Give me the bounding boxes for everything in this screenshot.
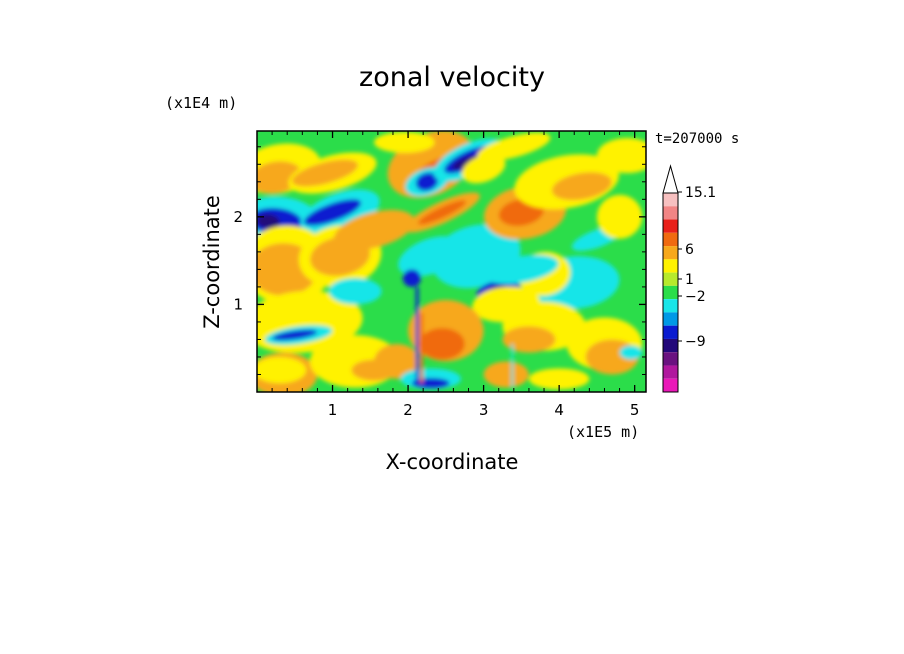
field-region bbox=[452, 155, 478, 170]
field-region bbox=[528, 368, 590, 390]
field-region bbox=[374, 343, 420, 379]
colorbar-swatch bbox=[663, 352, 678, 366]
field-bands bbox=[257, 131, 646, 392]
field-region bbox=[257, 214, 280, 229]
colorbar-swatch bbox=[663, 325, 678, 339]
colorbar-swatch bbox=[663, 272, 678, 286]
field-streak bbox=[415, 286, 419, 384]
field-region bbox=[484, 254, 559, 284]
field-region bbox=[292, 159, 358, 187]
field-region bbox=[257, 356, 307, 384]
field-region bbox=[257, 161, 303, 194]
colorbar: 15.1 6 1−2 −9 bbox=[662, 164, 716, 393]
y-axis-label: Z-coordinate bbox=[200, 195, 224, 329]
field-region bbox=[333, 209, 415, 251]
y-scale-label: (x1E4 m) bbox=[165, 94, 237, 112]
colorbar-swatch bbox=[663, 299, 678, 313]
colorbar-swatch bbox=[663, 338, 678, 353]
field-region bbox=[419, 328, 465, 360]
colorbar-swatch bbox=[663, 365, 678, 379]
colorbar-swatch bbox=[663, 193, 678, 207]
field-region bbox=[472, 286, 541, 323]
colorbar-extend-triangle bbox=[662, 164, 679, 194]
colorbar-swatch bbox=[663, 246, 678, 260]
field-streak bbox=[420, 313, 424, 384]
x-tick-label: 3 bbox=[479, 401, 489, 419]
x-scale-label: (x1E5 m) bbox=[567, 423, 639, 441]
colorbar-swatch bbox=[663, 206, 678, 220]
x-tick-label: 5 bbox=[630, 401, 640, 419]
field-region bbox=[417, 200, 467, 225]
y-tick-label: 2 bbox=[233, 208, 243, 226]
x-tick-label: 1 bbox=[328, 401, 338, 419]
y-tick-label: 1 bbox=[233, 295, 243, 313]
field-region bbox=[619, 345, 643, 360]
colorbar-label: 15.1 bbox=[685, 185, 716, 201]
field-region bbox=[272, 329, 318, 341]
field-region bbox=[402, 269, 421, 287]
plot-frame bbox=[256, 130, 647, 393]
colorbar-swatch bbox=[663, 285, 678, 300]
field-region bbox=[551, 172, 612, 201]
field-region bbox=[303, 199, 362, 226]
colorbar-swatch bbox=[663, 312, 678, 326]
colorbar-label: −2 bbox=[685, 289, 706, 305]
field-streak bbox=[511, 343, 514, 388]
field-region bbox=[483, 361, 529, 388]
x-axis: 1 2 3 4 5 bbox=[271, 131, 640, 419]
field-region bbox=[502, 326, 556, 353]
colorbar-frame bbox=[662, 192, 679, 393]
colorbar-swatch bbox=[663, 378, 678, 392]
field-region bbox=[596, 194, 643, 239]
colorbar-swatch bbox=[663, 259, 678, 273]
field-region bbox=[477, 132, 551, 161]
time-label: t=207000 s bbox=[655, 131, 739, 147]
x-tick-label: 4 bbox=[554, 401, 564, 419]
field-region bbox=[596, 138, 646, 174]
colorbar-label: 1 bbox=[685, 272, 694, 288]
x-tick-label: 2 bbox=[403, 401, 413, 419]
field-region bbox=[415, 172, 439, 191]
field-region bbox=[374, 131, 435, 153]
colorbar-label: −9 bbox=[685, 334, 706, 350]
contour-field bbox=[257, 131, 646, 392]
field-region bbox=[328, 278, 382, 305]
colorbar-label: 6 bbox=[685, 242, 694, 258]
colorbar-swatch bbox=[663, 219, 678, 233]
field-region bbox=[461, 154, 506, 184]
x-axis-label: X-coordinate bbox=[386, 450, 519, 474]
colorbar-swatch bbox=[663, 232, 678, 247]
y-axis: 12 bbox=[233, 146, 646, 375]
chart-title: zonal velocity bbox=[359, 62, 545, 93]
